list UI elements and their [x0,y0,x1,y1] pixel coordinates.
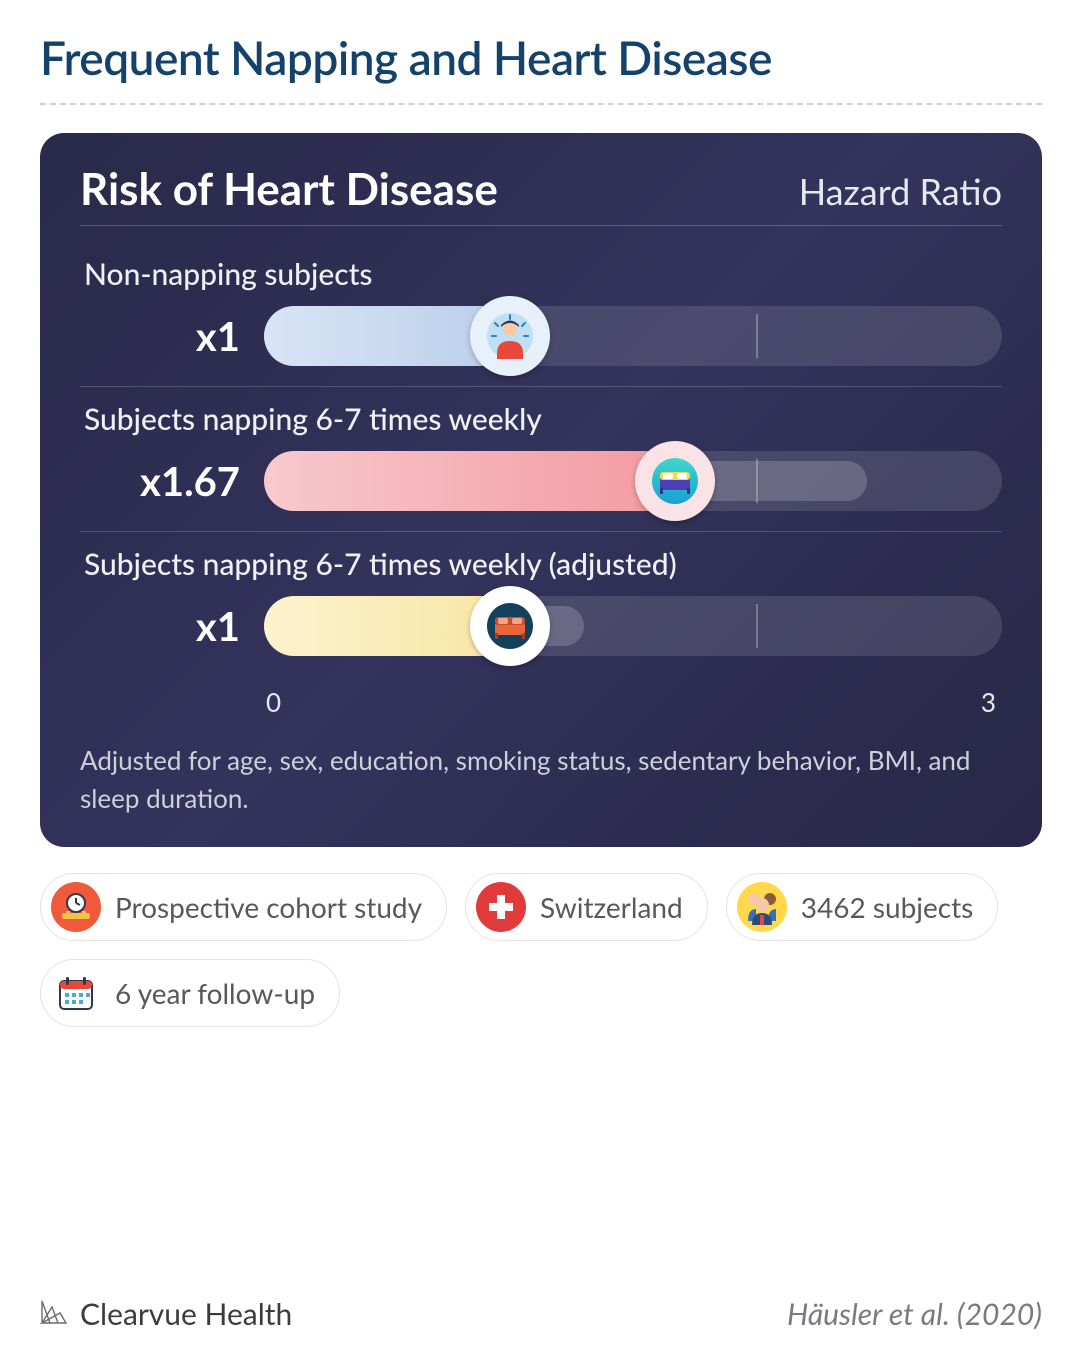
card-subtitle: Hazard Ratio [799,169,1002,213]
bar-knob [635,441,715,521]
hazard-row: Subjects napping 6-7 times weekly (adjus… [80,532,1002,676]
page-title: Frequent Napping and Heart Disease [40,30,1042,85]
row-label: Subjects napping 6-7 times weekly [84,401,1002,437]
axis-max: 3 [981,686,996,718]
divider [40,103,1042,105]
axis-tick [756,604,758,648]
pill-label: Prospective cohort study [115,890,422,924]
row-label: Subjects napping 6-7 times weekly (adjus… [84,546,1002,582]
calendar-icon [51,968,101,1018]
knob-icon [646,452,704,510]
meta-pill: 6 year follow-up [40,959,340,1027]
brand: Clearvue Health [40,1295,292,1332]
axis-tick [756,314,758,358]
card-title: Risk of Heart Disease [80,163,498,215]
hazard-multiplier: x1.67 [80,457,240,505]
people-icon [737,882,787,932]
axis-labels: 0 3 [264,686,1002,718]
row-label: Non-napping subjects [84,256,1002,292]
hazard-ratio-card: Risk of Heart Disease Hazard Ratio Non-n… [40,133,1042,847]
footer: Clearvue Health Häusler et al. (2020) [40,1295,1042,1332]
pill-label: 6 year follow-up [115,976,315,1010]
bar-knob [470,296,550,376]
bar-track [264,451,1002,511]
knob-icon [481,307,539,365]
bar-track [264,596,1002,656]
footnote: Adjusted for age, sex, education, smokin… [80,742,1002,817]
meta-pill: 3462 subjects [726,873,999,941]
citation: Häusler et al. (2020) [787,1296,1042,1332]
pill-label: 3462 subjects [801,890,974,924]
meta-pill: Switzerland [465,873,708,941]
hazard-row: Non-napping subjects x1 [80,242,1002,387]
study-meta-pills: Prospective cohort study Switzerland 346… [40,873,1042,1027]
hazard-multiplier: x1 [80,602,240,650]
bar-knob [470,586,550,666]
hazard-row: Subjects napping 6-7 times weekly x1.67 [80,387,1002,532]
pill-label: Switzerland [540,890,683,924]
clock-red-icon [51,882,101,932]
hazard-multiplier: x1 [80,312,240,360]
swiss-icon [476,882,526,932]
meta-pill: Prospective cohort study [40,873,447,941]
axis-min: 0 [266,686,281,718]
brand-logo-icon [40,1295,70,1332]
card-header: Risk of Heart Disease Hazard Ratio [80,163,1002,226]
brand-name: Clearvue Health [80,1296,292,1332]
bar-fill [264,451,675,511]
knob-icon [481,597,539,655]
bar-track [264,306,1002,366]
